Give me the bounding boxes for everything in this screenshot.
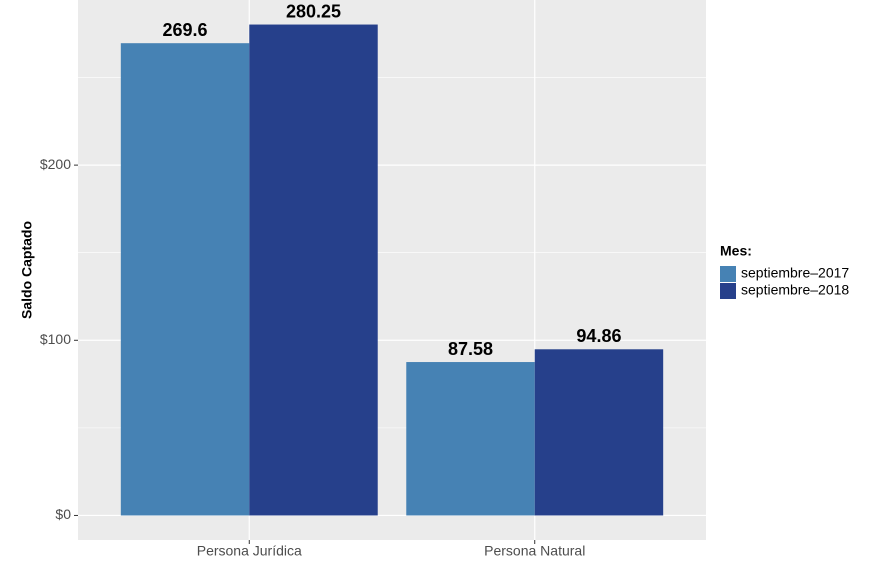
- y-axis-label: Saldo Captado: [19, 221, 35, 319]
- data-label: 94.86: [576, 326, 621, 346]
- legend-swatch: [720, 283, 736, 299]
- x-tick-label: Persona Jurídica: [197, 543, 302, 559]
- y-tick-label: $200: [40, 156, 71, 172]
- legend-title: Mes:: [720, 243, 752, 259]
- x-tick-label: Persona Natural: [484, 543, 585, 559]
- legend-swatch: [720, 266, 736, 282]
- bar: [534, 349, 664, 516]
- legend-label: septiembre–2018: [741, 282, 849, 298]
- bar: [120, 43, 250, 516]
- y-tick-label: $100: [40, 331, 71, 347]
- data-label: 269.6: [163, 20, 208, 40]
- bar: [249, 24, 378, 516]
- data-label: 87.58: [448, 339, 493, 359]
- legend-label: septiembre–2017: [741, 265, 849, 281]
- y-tick-label: $0: [55, 506, 71, 522]
- data-label: 280.25: [286, 1, 341, 21]
- bar: [406, 362, 535, 516]
